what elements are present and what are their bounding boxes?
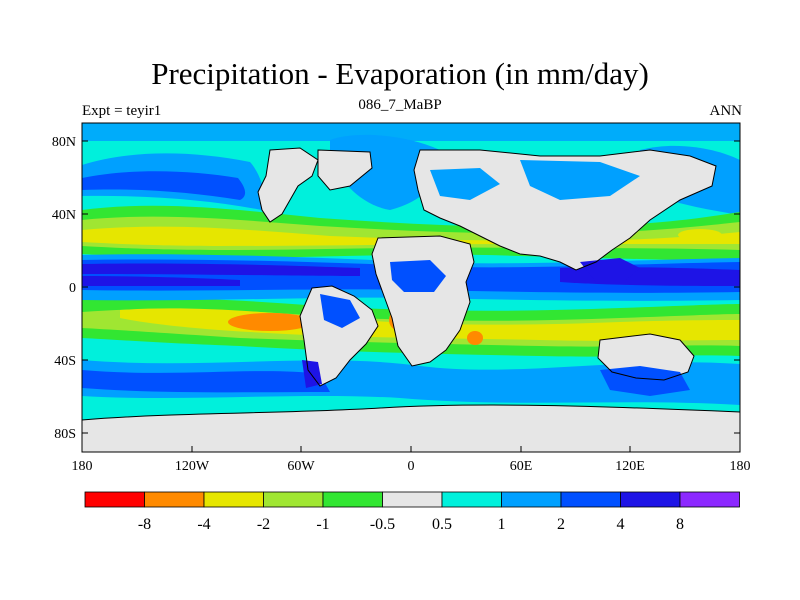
- lon-label: 180: [730, 459, 751, 474]
- europe-wet-patch: [430, 168, 500, 200]
- north-pacific-east-dry-patch: [678, 229, 722, 241]
- colorbar-swatch: [560, 491, 621, 508]
- north-pacific-core: [82, 171, 246, 200]
- lon-label: 60W: [287, 459, 315, 474]
- south-indian-dry-patch: [467, 331, 483, 345]
- coastline-australia: [597, 333, 695, 381]
- colorbar-swatch: [84, 491, 145, 508]
- land-north-america: [258, 148, 318, 222]
- coastline-south-america: [299, 285, 379, 387]
- lat-label: 40S: [54, 354, 76, 369]
- arctic-wet-band: [82, 123, 740, 141]
- southwest-pacific-wet-patch: [600, 366, 690, 396]
- lat-label: 0: [69, 281, 76, 296]
- lat-axis: 80N 40N 0 40S 80S: [52, 135, 740, 442]
- lon-label: 0: [408, 459, 415, 474]
- colorbar-label: -8: [138, 516, 151, 533]
- central-africa-wet-patch: [390, 260, 446, 292]
- itcz-wet-core: [82, 263, 360, 276]
- colorbar-swatch: [382, 491, 443, 508]
- lat-label: 40N: [52, 208, 76, 223]
- coastlines: [82, 147, 740, 421]
- colorbar-swatch: [501, 491, 562, 508]
- colorbar-swatch: [679, 491, 740, 508]
- lon-axis: 180 120W 60W 0 60E 120E 180: [72, 446, 751, 474]
- lon-label: 120E: [615, 459, 645, 474]
- coastline-north-america: [257, 147, 319, 223]
- colorbar-label: -0.5: [370, 516, 395, 533]
- south-pacific-dry-patch: [228, 313, 312, 331]
- colorbar-label: -2: [257, 516, 270, 533]
- colorbar-label: -1: [316, 516, 329, 533]
- coastline-africa: [371, 235, 475, 367]
- map-field: [82, 123, 740, 452]
- southern-wet-band: [82, 360, 740, 405]
- southern-chile-wet-patch: [302, 360, 322, 388]
- land-antarctica: [82, 405, 740, 452]
- season-label: ANN: [709, 103, 743, 119]
- experiment-label: Expt = teyir1: [82, 103, 162, 119]
- amazon-wet-patch: [320, 294, 360, 328]
- colorbar-swatch: [620, 491, 681, 508]
- lon-label: 180: [72, 459, 93, 474]
- southern-wet-core: [82, 370, 330, 393]
- colorbar-swatch: [203, 491, 264, 508]
- lon-label: 120W: [175, 459, 210, 474]
- colorbar-swatch: [263, 491, 324, 508]
- land-south-america: [300, 286, 378, 386]
- coastline-greenland: [317, 149, 373, 191]
- colorbar-label: 0.5: [432, 516, 452, 533]
- lon-label: 60E: [510, 459, 533, 474]
- colorbar: -8 -4 -2 -1 -0.5 0.5 1 2 4 8: [84, 491, 740, 533]
- itcz-wet-core-west: [82, 276, 240, 286]
- southeast-asia-wet-patch: [580, 258, 640, 282]
- siberia-wet-patch: [520, 160, 640, 200]
- colorbar-label: 4: [617, 516, 625, 533]
- coastline-antarctica: [82, 404, 740, 421]
- coastline-eurasia: [413, 149, 717, 271]
- colorbar-swatch: [322, 491, 383, 508]
- colorbar-swatch: [441, 491, 502, 508]
- colorbar-swatch: [144, 491, 205, 508]
- chart-title: Precipitation - Evaporation (in mm/day): [151, 56, 649, 91]
- colorbar-label: 2: [557, 516, 565, 533]
- colorbar-label: 1: [498, 516, 506, 533]
- colorbar-label: -4: [197, 516, 210, 533]
- lat-label: 80N: [52, 135, 76, 150]
- colorbar-label: 8: [676, 516, 684, 533]
- land-greenland: [318, 150, 372, 190]
- period-label: 086_7_MaBP: [358, 97, 442, 113]
- lat-label: 80S: [54, 427, 76, 442]
